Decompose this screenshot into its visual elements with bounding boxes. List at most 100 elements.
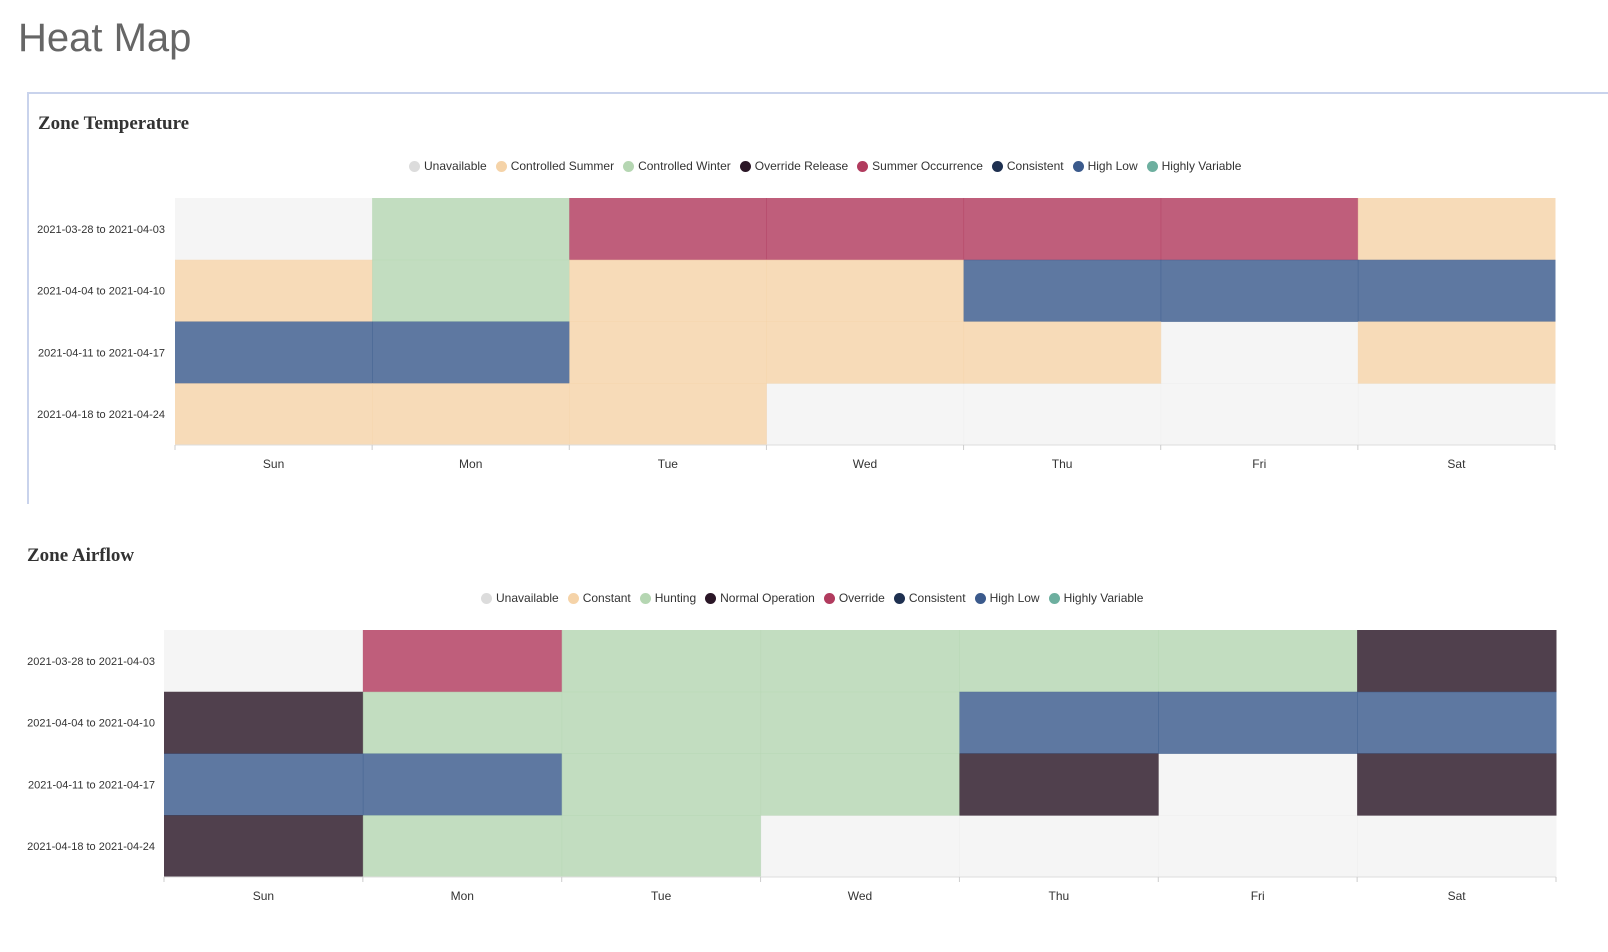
- legend-swatch: [991, 160, 1003, 172]
- heatmap-cell[interactable]: [1158, 630, 1358, 693]
- heatmap-cell[interactable]: [1357, 815, 1557, 878]
- heatmap-cell[interactable]: [569, 321, 767, 384]
- legend-item-highly-variable[interactable]: Highly Variable: [1146, 159, 1242, 173]
- heatmap-cell[interactable]: [561, 753, 762, 816]
- heatmap-cell[interactable]: [372, 321, 570, 384]
- heatmap-cell[interactable]: [959, 815, 1159, 878]
- heatmap-cell[interactable]: [766, 383, 965, 446]
- legend-item-high-low[interactable]: High Low: [1072, 159, 1138, 173]
- heatmap-cell[interactable]: [164, 630, 364, 693]
- heatmap-cell[interactable]: [1158, 753, 1358, 816]
- legend-item-override[interactable]: Override: [823, 591, 885, 605]
- legend-item-unavailable[interactable]: Unavailable: [409, 159, 487, 173]
- heatmap-cell[interactable]: [1357, 383, 1556, 446]
- heatmap-cell[interactable]: [1357, 321, 1556, 384]
- heatmap-cell[interactable]: [164, 691, 364, 754]
- row-label: 2021-04-11 to 2021-04-17: [28, 779, 155, 791]
- heatmap-cell[interactable]: [569, 259, 767, 322]
- legend-item-consistent[interactable]: Consistent: [893, 591, 966, 605]
- legend-swatch: [409, 160, 420, 172]
- heatmap-cell[interactable]: [1158, 691, 1358, 754]
- legend-label: High Low: [1087, 159, 1138, 173]
- heatmap-cell[interactable]: [766, 198, 965, 261]
- heatmap-cell[interactable]: [1160, 321, 1359, 384]
- heatmap-cell[interactable]: [175, 259, 373, 322]
- heatmap-cell[interactable]: [362, 815, 563, 878]
- heatmap-cell[interactable]: [362, 691, 563, 754]
- heatmap-cell[interactable]: [372, 259, 570, 322]
- heatmap-cell[interactable]: [1357, 630, 1557, 693]
- heatmap-cell[interactable]: [1160, 198, 1359, 261]
- heatmap-cell[interactable]: [1160, 383, 1359, 446]
- zone-airflow-legend: Unavailable Constant Hunting Normal Operati…: [481, 589, 1143, 607]
- legend-label: Highly Variable: [1063, 591, 1144, 605]
- legend-label: Consistent: [1006, 159, 1064, 173]
- heatmap-cell[interactable]: [760, 753, 960, 816]
- heatmap-cell[interactable]: [963, 198, 1162, 261]
- row-label: 2021-03-28 to 2021-04-03: [27, 656, 155, 668]
- heatmap-cell[interactable]: [561, 630, 762, 693]
- heatmap-cell[interactable]: [1158, 815, 1358, 878]
- legend-item-unavailable[interactable]: Unavailable: [481, 591, 559, 605]
- heatmap-cell[interactable]: [164, 753, 364, 816]
- legend-label: Unavailable: [496, 591, 559, 605]
- heatmap-cell[interactable]: [164, 815, 364, 878]
- heatmap-cell[interactable]: [1357, 691, 1557, 754]
- heatmap-cell[interactable]: [959, 753, 1159, 816]
- row-label: 2021-03-28 to 2021-04-03: [37, 224, 165, 236]
- heatmap-cell[interactable]: [760, 815, 960, 878]
- zone-airflow-heatmap: 2021-03-28 to 2021-04-03 2021-04-04 to 20…: [27, 630, 1557, 903]
- heatmap-cell[interactable]: [1160, 259, 1359, 322]
- heatmap-cell[interactable]: [1357, 259, 1556, 322]
- legend-label: Unavailable: [424, 159, 487, 173]
- legend-swatch: [974, 592, 986, 604]
- legend-label: High Low: [989, 591, 1040, 605]
- legend-item-controlled-winter[interactable]: Controlled Winter: [623, 159, 731, 173]
- heatmap-cell[interactable]: [372, 383, 570, 446]
- col-label: Sun: [253, 889, 274, 903]
- zone-temperature-title: Zone Temperature: [38, 113, 190, 134]
- heatmap-cell[interactable]: [175, 321, 373, 384]
- col-label: Tue: [651, 889, 672, 903]
- heatmap-cell[interactable]: [766, 321, 965, 384]
- legend-item-normal-operation[interactable]: Normal Operation: [705, 591, 815, 605]
- legend-item-summer-occurrence[interactable]: Summer Occurrence: [857, 159, 983, 173]
- legend-item-hunting[interactable]: Hunting: [639, 591, 697, 605]
- legend-label: Highly Variable: [1161, 159, 1242, 173]
- legend-label: Constant: [582, 591, 631, 605]
- heatmap-cell[interactable]: [561, 691, 762, 754]
- row-label: 2021-04-04 to 2021-04-10: [37, 286, 165, 298]
- page-title: Heat Map: [18, 16, 192, 60]
- col-label: Thu: [1052, 457, 1073, 471]
- heatmap-cell[interactable]: [569, 383, 767, 446]
- legend-item-controlled-summer[interactable]: Controlled Summer: [495, 159, 614, 173]
- heatmap-cell[interactable]: [959, 691, 1159, 754]
- heatmap-cell[interactable]: [569, 198, 767, 261]
- heatmap-cell[interactable]: [760, 691, 960, 754]
- heatmap-cell[interactable]: [362, 630, 563, 693]
- heatmap-cell[interactable]: [1357, 753, 1557, 816]
- legend-label: Override Release: [754, 159, 849, 173]
- zone-airflow-title: Zone Airflow: [27, 545, 135, 566]
- legend-label: Hunting: [654, 591, 697, 605]
- heatmap-cell[interactable]: [963, 259, 1162, 322]
- legend-item-consistent[interactable]: Consistent: [991, 159, 1064, 173]
- heatmap-cell[interactable]: [963, 383, 1162, 446]
- heatmap-cell[interactable]: [372, 198, 570, 261]
- heatmap-cell[interactable]: [963, 321, 1162, 384]
- heatmap-cell[interactable]: [760, 630, 960, 693]
- legend-item-override-release[interactable]: Override Release: [739, 159, 849, 173]
- heatmap-cell[interactable]: [561, 815, 762, 878]
- legend-item-highly-variable[interactable]: Highly Variable: [1048, 591, 1144, 605]
- legend-item-constant[interactable]: Constant: [567, 591, 631, 605]
- heatmap-cell[interactable]: [175, 198, 373, 261]
- col-label: Wed: [848, 889, 872, 903]
- heatmap-cell[interactable]: [1357, 198, 1556, 261]
- legend-swatch: [1146, 160, 1158, 172]
- heatmap-cell[interactable]: [362, 753, 563, 816]
- heatmap-cell[interactable]: [175, 383, 373, 446]
- heatmap-cell[interactable]: [959, 630, 1159, 693]
- heatmap-cell[interactable]: [766, 259, 965, 322]
- legend-item-high-low[interactable]: High Low: [974, 591, 1040, 605]
- legend-label: Override: [838, 591, 885, 605]
